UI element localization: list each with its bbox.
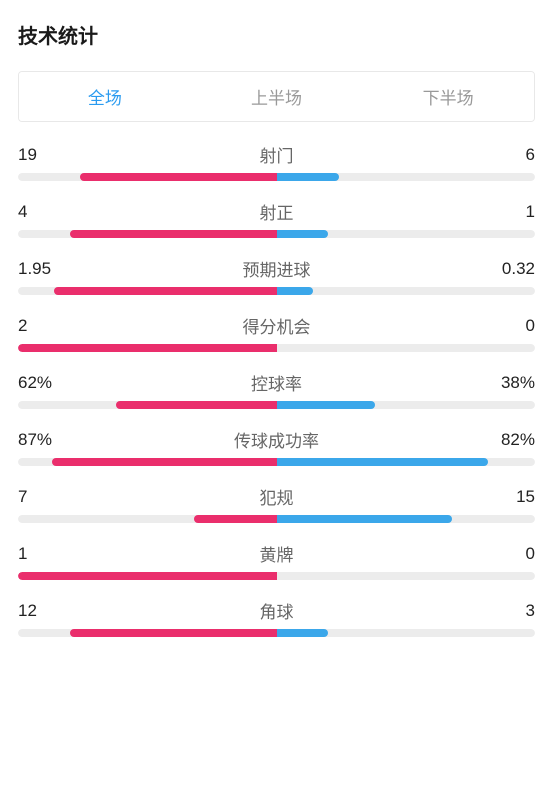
stat-row: 19射门6 bbox=[18, 142, 535, 181]
stat-bar bbox=[18, 572, 535, 580]
bar-left-fill bbox=[18, 344, 277, 352]
bar-left-track bbox=[18, 344, 277, 352]
stat-name: 射门 bbox=[62, 142, 491, 167]
stat-row: 12角球3 bbox=[18, 598, 535, 637]
stat-labels: 2得分机会0 bbox=[18, 313, 535, 338]
stat-value-left: 1.95 bbox=[18, 259, 62, 279]
stat-name: 射正 bbox=[62, 199, 491, 224]
stat-row: 7犯规15 bbox=[18, 484, 535, 523]
stat-row: 1黄牌0 bbox=[18, 541, 535, 580]
stat-row: 2得分机会0 bbox=[18, 313, 535, 352]
stat-bar bbox=[18, 458, 535, 466]
stat-name: 犯规 bbox=[62, 484, 491, 509]
bar-right-fill bbox=[277, 230, 329, 238]
stat-value-left: 12 bbox=[18, 601, 62, 621]
stat-row: 62%控球率38% bbox=[18, 370, 535, 409]
stat-labels: 4射正1 bbox=[18, 199, 535, 224]
stat-value-left: 87% bbox=[18, 430, 62, 450]
bar-left-fill bbox=[18, 572, 277, 580]
page-title: 技术统计 bbox=[18, 20, 535, 49]
bar-right-fill bbox=[277, 458, 489, 466]
bar-right-track bbox=[277, 458, 536, 466]
stat-name: 预期进球 bbox=[62, 256, 491, 281]
bar-left-track bbox=[18, 515, 277, 523]
tab-period-0[interactable]: 全场 bbox=[19, 72, 191, 121]
bar-right-track bbox=[277, 344, 536, 352]
stat-value-right: 6 bbox=[491, 145, 535, 165]
stat-value-left: 2 bbox=[18, 316, 62, 336]
period-tabs: 全场上半场下半场 bbox=[18, 71, 535, 122]
stat-name: 黄牌 bbox=[62, 541, 491, 566]
bar-left-track bbox=[18, 458, 277, 466]
stat-bar bbox=[18, 287, 535, 295]
stat-value-right: 0 bbox=[491, 316, 535, 336]
stat-bar bbox=[18, 230, 535, 238]
stat-name: 传球成功率 bbox=[62, 427, 491, 452]
stat-labels: 12角球3 bbox=[18, 598, 535, 623]
stat-value-right: 38% bbox=[491, 373, 535, 393]
bar-left-fill bbox=[52, 458, 277, 466]
stat-value-right: 82% bbox=[491, 430, 535, 450]
bar-left-fill bbox=[80, 173, 276, 181]
stat-row: 4射正1 bbox=[18, 199, 535, 238]
bar-right-track bbox=[277, 629, 536, 637]
bar-left-track bbox=[18, 572, 277, 580]
stat-value-right: 3 bbox=[491, 601, 535, 621]
stat-name: 控球率 bbox=[62, 370, 491, 395]
bar-left-track bbox=[18, 401, 277, 409]
tab-period-2[interactable]: 下半场 bbox=[362, 72, 534, 121]
bar-left-fill bbox=[194, 515, 277, 523]
stat-bar bbox=[18, 515, 535, 523]
bar-left-track bbox=[18, 629, 277, 637]
stat-value-right: 15 bbox=[491, 487, 535, 507]
stat-labels: 1黄牌0 bbox=[18, 541, 535, 566]
bar-left-track bbox=[18, 287, 277, 295]
stat-labels: 19射门6 bbox=[18, 142, 535, 167]
stat-value-left: 62% bbox=[18, 373, 62, 393]
stat-bar bbox=[18, 344, 535, 352]
stat-labels: 1.95预期进球0.32 bbox=[18, 256, 535, 281]
bar-right-fill bbox=[277, 515, 453, 523]
bar-left-track bbox=[18, 230, 277, 238]
stat-value-left: 4 bbox=[18, 202, 62, 222]
stat-labels: 62%控球率38% bbox=[18, 370, 535, 395]
bar-right-track bbox=[277, 230, 536, 238]
stat-bar bbox=[18, 629, 535, 637]
bar-right-fill bbox=[277, 401, 375, 409]
bar-left-fill bbox=[116, 401, 276, 409]
stat-value-left: 19 bbox=[18, 145, 62, 165]
bar-right-track bbox=[277, 173, 536, 181]
stat-labels: 7犯规15 bbox=[18, 484, 535, 509]
stat-value-left: 1 bbox=[18, 544, 62, 564]
stat-name: 得分机会 bbox=[62, 313, 491, 338]
bar-right-track bbox=[277, 515, 536, 523]
stat-value-right: 0 bbox=[491, 544, 535, 564]
stat-bar bbox=[18, 173, 535, 181]
bar-right-fill bbox=[277, 629, 329, 637]
bar-right-fill bbox=[277, 173, 339, 181]
stat-row: 1.95预期进球0.32 bbox=[18, 256, 535, 295]
stat-bar bbox=[18, 401, 535, 409]
stat-value-right: 1 bbox=[491, 202, 535, 222]
stat-row: 87%传球成功率82% bbox=[18, 427, 535, 466]
bar-right-fill bbox=[277, 287, 313, 295]
stat-labels: 87%传球成功率82% bbox=[18, 427, 535, 452]
bar-left-track bbox=[18, 173, 277, 181]
stat-value-left: 7 bbox=[18, 487, 62, 507]
stat-value-right: 0.32 bbox=[491, 259, 535, 279]
stat-name: 角球 bbox=[62, 598, 491, 623]
tab-period-1[interactable]: 上半场 bbox=[191, 72, 363, 121]
bar-left-fill bbox=[54, 287, 276, 295]
stats-list: 19射门64射正11.95预期进球0.322得分机会062%控球率38%87%传… bbox=[18, 142, 535, 637]
bar-right-track bbox=[277, 572, 536, 580]
bar-right-track bbox=[277, 401, 536, 409]
bar-left-fill bbox=[70, 629, 277, 637]
bar-left-fill bbox=[70, 230, 277, 238]
bar-right-track bbox=[277, 287, 536, 295]
